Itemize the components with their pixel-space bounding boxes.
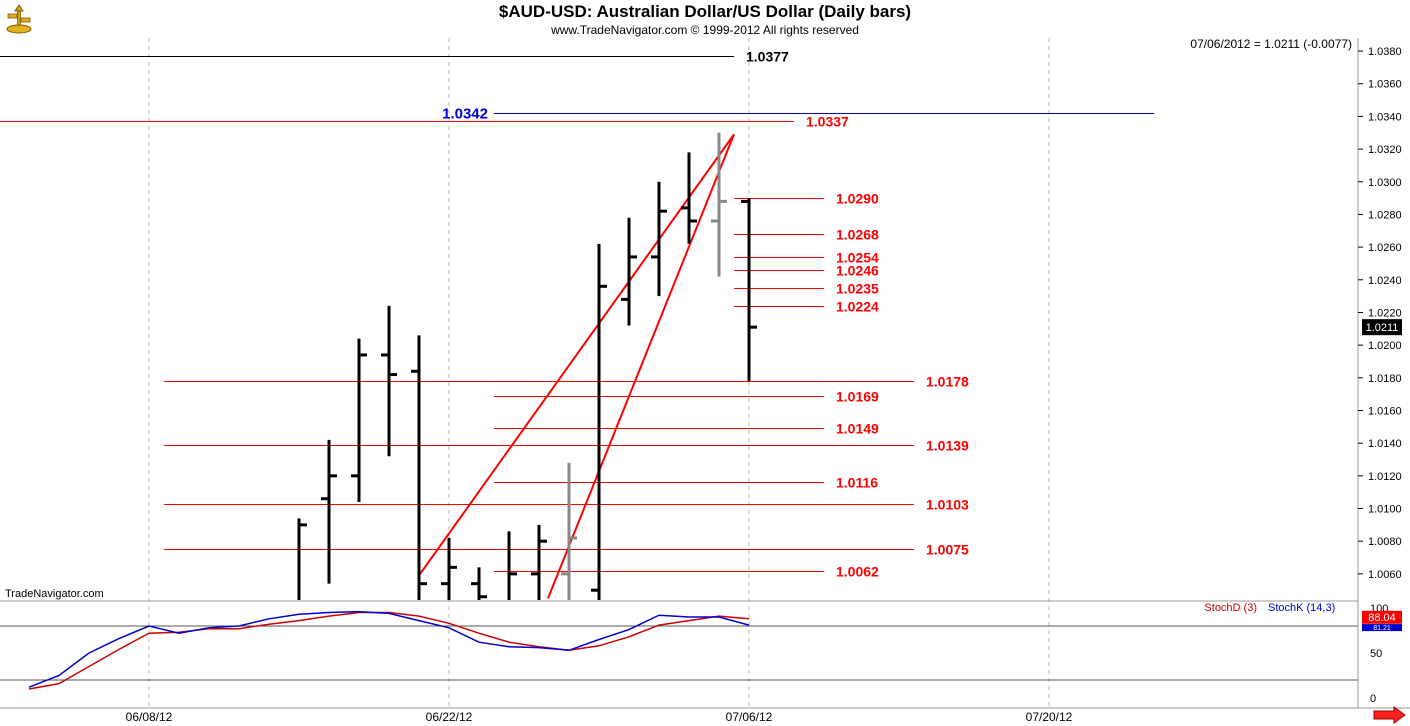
price-tick-label: 1.0360 [1368,79,1402,91]
price-tick-label: 1.0260 [1368,242,1402,254]
last-price-label: 1.0211 [1366,322,1399,334]
stoch-d-line [28,611,750,690]
last-price-tag [1362,319,1402,336]
stoch-tick-label: 0 [1370,693,1376,705]
level-label: 1.0224 [836,299,879,315]
price-tick-label: 1.0280 [1368,209,1402,221]
trade-navigator-logo-icon[interactable] [2,2,36,36]
ohlc-bars [297,132,757,600]
price-tick-label: 1.0200 [1368,340,1402,352]
price-tick-label: 1.0160 [1368,405,1402,417]
level-label: 1.0290 [836,191,879,207]
price-tick-label: 1.0380 [1368,46,1402,58]
price-tick-label: 1.0140 [1368,438,1402,450]
level-label: 1.0116 [836,475,878,491]
stoch-tick-label: 50 [1370,648,1382,660]
stoch-d-tag [1362,610,1402,624]
watermark: TradeNavigator.com [5,588,104,600]
stoch-k-tag [1362,624,1402,632]
trend-line [547,134,735,599]
level-label: 1.0139 [926,438,969,454]
level-label: 1.0342 [442,106,488,123]
level-label: 1.0235 [836,281,879,297]
price-tick-label: 1.0100 [1368,504,1402,516]
level-label: 1.0377 [746,49,789,65]
axes: 06/08/12 06/22/12 07/06/12 07/20/12 1.0380 1.… [0,38,1410,724]
level-label: 1.0178 [926,374,969,390]
date-tick-label: 07/06/12 [726,710,773,724]
chart-header: $AUD-USD: Australian Dollar/US Dollar (D… [0,0,1410,38]
price-tick-label: 1.0060 [1368,569,1402,581]
date-tick-label: 06/08/12 [126,710,173,724]
level-label: 1.0268 [836,227,879,243]
price-tick-label: 1.0240 [1368,275,1402,287]
price-tick-label: 1.0300 [1368,177,1402,189]
chart-title: $AUD-USD: Australian Dollar/US Dollar (D… [498,2,912,21]
stoch-d-legend: StochD (3) [1204,602,1257,614]
stoch-k-tag-label: 81.21 [1373,625,1391,632]
last-quote-readout: 07/06/2012 = 1.0211 (-0.0077) [1190,37,1352,51]
copyright-notice: www.TradeNavigator.com © 1999-2012 All r… [551,23,859,37]
level-label: 1.0075 [926,542,969,558]
stoch-k-legend: StochK (14,3) [1268,602,1335,614]
date-tick-label: 06/22/12 [426,710,473,724]
trend-lines [418,133,735,599]
price-tick-label: 1.0180 [1368,373,1402,385]
level-label: 1.0062 [836,564,879,580]
price-tick-label: 1.0340 [1368,111,1402,123]
date-tick-label: 07/20/12 [1026,710,1073,724]
level-label: 1.0149 [836,421,879,437]
level-label: 1.0337 [806,114,849,130]
trend-line [418,133,735,577]
level-label: 1.0246 [836,263,879,279]
stoch-k-line [28,610,750,688]
price-tick-label: 1.0120 [1368,471,1402,483]
price-tick-label: 1.0320 [1368,144,1402,156]
level-label: 1.0254 [836,250,879,266]
scroll-right-arrow-icon[interactable] [1372,706,1406,724]
price-tick-label: 1.0220 [1368,307,1402,319]
level-label: 1.0169 [836,389,879,405]
price-tick-label: 1.0080 [1368,536,1402,548]
stoch-d-tag-label: 88.04 [1368,612,1396,624]
level-label: 1.0103 [926,497,969,513]
